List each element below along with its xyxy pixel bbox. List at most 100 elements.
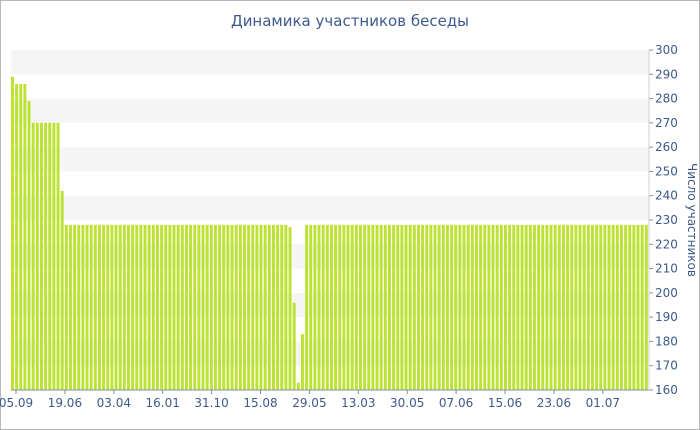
bar bbox=[176, 224, 180, 390]
bar bbox=[512, 224, 516, 390]
bar bbox=[301, 334, 304, 390]
grid-band bbox=[11, 50, 649, 75]
bar bbox=[388, 224, 391, 390]
x-tick-label: 30.05 bbox=[390, 396, 424, 410]
bar bbox=[156, 224, 159, 390]
bar bbox=[69, 224, 72, 390]
bar bbox=[201, 224, 205, 390]
bar bbox=[417, 224, 420, 390]
x-tick-label: 16.01 bbox=[146, 396, 180, 410]
bar bbox=[31, 122, 35, 391]
bar bbox=[52, 122, 56, 391]
bar bbox=[611, 224, 615, 390]
bar bbox=[27, 101, 31, 390]
bar bbox=[499, 224, 503, 390]
bar bbox=[93, 224, 97, 390]
bar bbox=[516, 224, 520, 390]
bar bbox=[197, 224, 201, 390]
bar bbox=[280, 224, 284, 390]
bar bbox=[230, 224, 234, 390]
bar bbox=[334, 224, 338, 390]
bar bbox=[541, 224, 545, 390]
bar bbox=[272, 224, 275, 390]
bar bbox=[122, 224, 126, 390]
bar bbox=[218, 224, 222, 390]
y-tick-label: 260 bbox=[655, 140, 678, 154]
bar bbox=[607, 224, 611, 390]
bar bbox=[214, 224, 217, 390]
bar bbox=[549, 224, 553, 390]
bar bbox=[102, 224, 106, 390]
bar bbox=[234, 224, 238, 390]
bar bbox=[620, 224, 623, 390]
bar bbox=[127, 224, 130, 390]
bar bbox=[106, 224, 110, 390]
x-tick-label: 29.05 bbox=[292, 396, 326, 410]
bar bbox=[615, 224, 619, 390]
bar bbox=[317, 224, 321, 390]
bar bbox=[533, 224, 536, 390]
bar bbox=[591, 224, 594, 390]
y-tick-label: 270 bbox=[655, 116, 678, 130]
bar bbox=[247, 224, 251, 390]
bar bbox=[553, 224, 557, 390]
bar bbox=[15, 84, 19, 390]
bar bbox=[595, 224, 599, 390]
bar bbox=[23, 84, 27, 390]
x-tick-label: 07.06 bbox=[439, 396, 473, 410]
bar bbox=[209, 224, 213, 390]
bar bbox=[570, 224, 574, 390]
bar bbox=[44, 122, 48, 391]
y-tick-label: 240 bbox=[655, 189, 678, 203]
y-tick-label: 210 bbox=[655, 262, 678, 276]
bar bbox=[574, 224, 578, 390]
x-tick-label: 01.07 bbox=[586, 396, 620, 410]
bar bbox=[524, 224, 528, 390]
y-tick-label: 250 bbox=[655, 164, 678, 178]
bar bbox=[89, 224, 93, 390]
bar bbox=[446, 224, 449, 390]
bar bbox=[172, 224, 176, 390]
bar bbox=[379, 224, 383, 390]
bar bbox=[408, 224, 412, 390]
bar bbox=[640, 224, 644, 390]
bar bbox=[346, 224, 350, 390]
bar bbox=[330, 224, 333, 390]
bar bbox=[475, 224, 478, 390]
bar bbox=[636, 224, 640, 390]
bar bbox=[495, 224, 499, 390]
bar bbox=[189, 224, 193, 390]
bar bbox=[528, 224, 532, 390]
y-tick-label: 230 bbox=[655, 213, 678, 227]
bar bbox=[437, 224, 441, 390]
bar bbox=[483, 224, 487, 390]
bar bbox=[632, 224, 636, 390]
bar bbox=[251, 224, 255, 390]
bar bbox=[578, 224, 582, 390]
bar bbox=[267, 224, 271, 390]
bar bbox=[359, 224, 362, 390]
bar bbox=[160, 224, 164, 390]
bar bbox=[400, 224, 404, 390]
bar bbox=[147, 224, 151, 390]
y-tick-label: 180 bbox=[655, 334, 678, 348]
x-tick-label: 31.10 bbox=[194, 396, 228, 410]
bar bbox=[421, 224, 425, 390]
bar bbox=[404, 224, 408, 390]
bar bbox=[425, 224, 429, 390]
bar bbox=[81, 224, 85, 390]
bar bbox=[98, 224, 101, 390]
x-tick-label: 15.08 bbox=[243, 396, 277, 410]
bar bbox=[276, 224, 280, 390]
bar bbox=[243, 224, 246, 390]
bar bbox=[644, 224, 648, 390]
bar bbox=[338, 224, 342, 390]
bar bbox=[624, 224, 628, 390]
bar bbox=[296, 382, 300, 390]
grid-band bbox=[11, 171, 649, 196]
bar bbox=[491, 224, 495, 390]
bar bbox=[363, 224, 367, 390]
y-tick-label: 280 bbox=[655, 92, 678, 106]
y-tick-label: 190 bbox=[655, 310, 678, 324]
